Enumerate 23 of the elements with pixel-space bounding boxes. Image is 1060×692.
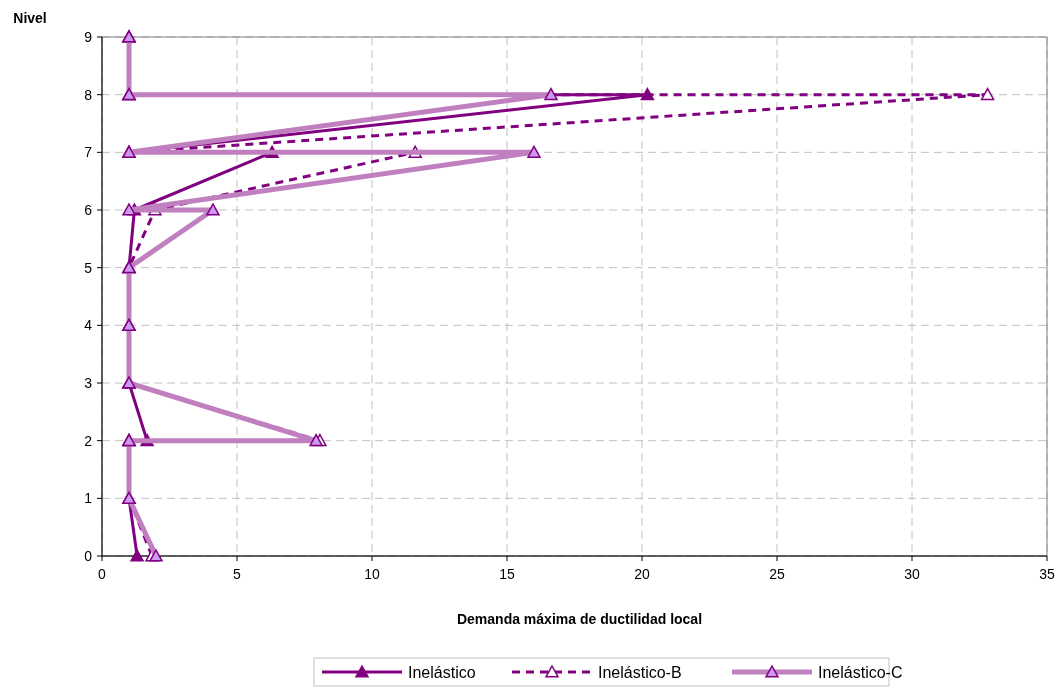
y-axis-title: Nivel — [13, 10, 47, 26]
x-tick-label: 0 — [98, 566, 107, 582]
y-tick-label: 7 — [84, 144, 93, 161]
x-axis-title: Demanda máxima de ductilidad local — [456, 611, 703, 627]
x-tick-label: 25 — [769, 566, 785, 582]
y-tick-label: 4 — [84, 317, 93, 334]
y-tick-label: 3 — [84, 375, 93, 391]
y-tick-label: 8 — [84, 86, 93, 103]
y-tick-label: 6 — [84, 202, 93, 218]
y-tick-label: 0 — [84, 548, 93, 564]
x-tick-label: 5 — [233, 566, 242, 582]
legend-label: Inelástico-C — [818, 664, 903, 681]
y-tick-label: 2 — [84, 432, 93, 449]
x-tick-label: 30 — [904, 566, 920, 582]
x-tick-label: 15 — [499, 566, 515, 582]
y-tick-label: 9 — [84, 29, 93, 45]
legend-label: Inelástico — [408, 664, 476, 681]
x-tick-label: 35 — [1039, 566, 1055, 582]
y-tick-label: 5 — [84, 259, 93, 276]
x-tick-label: 10 — [364, 566, 380, 582]
legend-label: Inelástico-B — [598, 664, 682, 681]
x-tick-label: 20 — [634, 566, 650, 582]
y-tick-label: 1 — [84, 490, 93, 507]
